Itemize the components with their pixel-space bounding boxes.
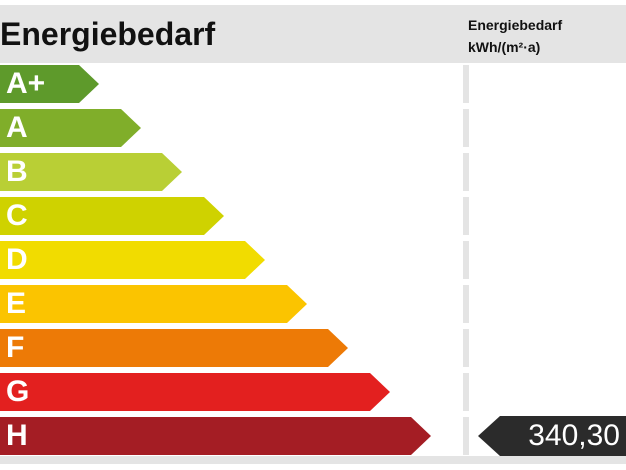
class-bar: E	[0, 285, 307, 323]
class-bar: A	[0, 109, 141, 147]
class-row-b: B	[0, 153, 626, 191]
bottom-strip	[0, 456, 626, 464]
class-bar: G	[0, 373, 390, 411]
class-label: F	[6, 331, 25, 364]
class-label: H	[6, 419, 28, 452]
class-label: A	[6, 111, 28, 144]
class-bar: D	[0, 241, 265, 279]
class-row-a: A	[0, 109, 626, 147]
row-value-cell	[469, 109, 626, 147]
class-row-a-plus: A+	[0, 65, 626, 103]
class-bar: C	[0, 197, 224, 235]
current-value: 340,30	[528, 419, 620, 452]
class-bar: F	[0, 329, 348, 367]
current-value-marker: 340,30	[478, 416, 626, 456]
class-bar: A+	[0, 65, 99, 103]
row-value-cell	[469, 373, 626, 411]
class-row-f: F	[0, 329, 626, 367]
class-label: D	[6, 243, 28, 276]
column-header-line1: Energiebedarf	[468, 17, 563, 33]
row-value-cell	[469, 241, 626, 279]
class-row-h: H 340,30	[0, 416, 626, 456]
page-title: Energiebedarf	[0, 16, 216, 52]
row-value-cell	[469, 285, 626, 323]
class-row-d: D	[0, 241, 626, 279]
row-value-cell	[469, 65, 626, 103]
column-header-line2: kWh/(m²·a)	[468, 39, 541, 55]
row-value-cell	[469, 197, 626, 235]
class-label: B	[6, 155, 28, 188]
header-background	[0, 5, 626, 63]
row-value-cell	[469, 153, 626, 191]
row-value-cell	[469, 329, 626, 367]
class-label: G	[6, 375, 30, 408]
column-header: Energiebedarf kWh/(m²·a)	[468, 14, 562, 58]
class-label: E	[6, 287, 27, 320]
class-row-g: G	[0, 373, 626, 411]
class-label: A+	[6, 67, 46, 100]
class-bar: B	[0, 153, 182, 191]
class-row-c: C	[0, 197, 626, 235]
class-row-e: E	[0, 285, 626, 323]
class-label: C	[6, 199, 28, 232]
class-bar: H	[0, 417, 431, 455]
